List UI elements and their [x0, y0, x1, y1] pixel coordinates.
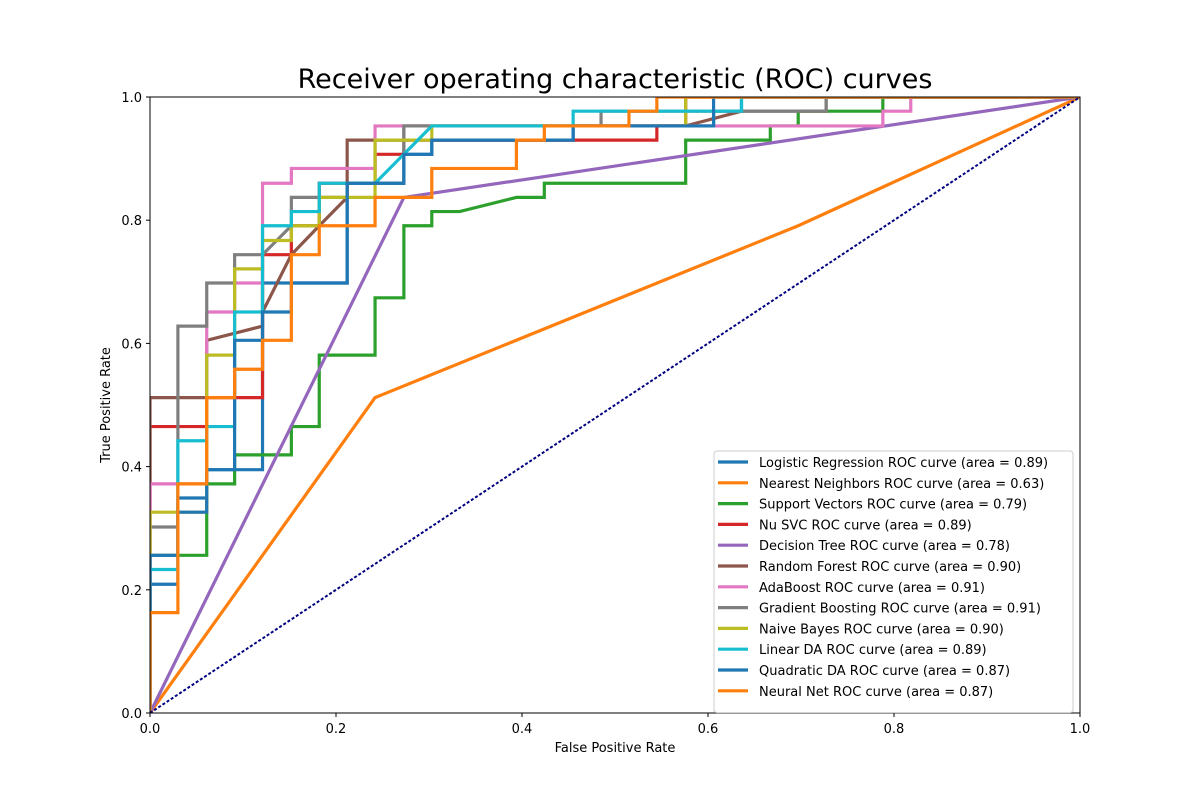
legend-entry: Gradient Boosting ROC curve (area = 0.91…	[759, 602, 1041, 617]
diagonal-reference-line	[150, 97, 1080, 713]
series-line-10	[150, 97, 1080, 713]
series-line-12	[150, 97, 1080, 713]
y-tick-label: 0.8	[121, 214, 142, 229]
legend-entry: Nearest Neighbors ROC curve (area = 0.63…	[759, 477, 1044, 492]
y-tick-label: 0.2	[121, 584, 142, 599]
legend: Logistic Regression ROC curve (area = 0.…	[713, 450, 1074, 714]
x-tick-label: 0.4	[512, 722, 533, 737]
legend-entry: Nu SVC ROC curve (area = 0.89)	[759, 518, 972, 533]
x-tick-label: 0.8	[884, 722, 905, 737]
legend-entry: AdaBoost ROC curve (area = 0.91)	[759, 581, 985, 596]
x-tick-label: 0.6	[698, 722, 719, 737]
legend-entry: Linear DA ROC curve (area = 0.89)	[759, 643, 987, 658]
legend-entry: Random Forest ROC curve (area = 0.90)	[759, 560, 1021, 575]
y-tick-label: 0.4	[121, 461, 142, 476]
chart-title: Receiver operating characteristic (ROC) …	[298, 64, 933, 95]
y-tick-label: 0.6	[121, 337, 142, 352]
x-axis-label: False Positive Rate	[555, 741, 676, 756]
legend-box	[713, 450, 1074, 714]
legend-entry: Naive Bayes ROC curve (area = 0.90)	[759, 622, 1004, 637]
y-axis-label: True Positive Rate	[99, 347, 114, 464]
y-tick-label: 1.0	[121, 91, 142, 106]
plot-area	[150, 97, 1080, 713]
x-tick-label: 1.0	[1070, 722, 1091, 737]
legend-entry: Neural Net ROC curve (area = 0.87)	[759, 685, 993, 700]
axis-ticks: 0.0 0.2 0.4 0.6 0.8 1.0 0.0 0.2 0.4 0.6 0.8 1.0	[121, 91, 1090, 737]
x-tick-label: 0.2	[326, 722, 347, 737]
legend-entry: Logistic Regression ROC curve (area = 0.…	[759, 456, 1048, 471]
y-tick-label: 0.0	[121, 707, 142, 722]
x-tick-label: 0.0	[140, 722, 161, 737]
legend-entry: Quadratic DA ROC curve (area = 0.87)	[759, 664, 1010, 679]
legend-entry: Decision Tree ROC curve (area = 0.78)	[759, 539, 1010, 554]
plot-frame	[149, 96, 1081, 714]
legend-entry: Support Vectors ROC curve (area = 0.79)	[759, 498, 1027, 513]
series-line-2	[150, 97, 1080, 713]
